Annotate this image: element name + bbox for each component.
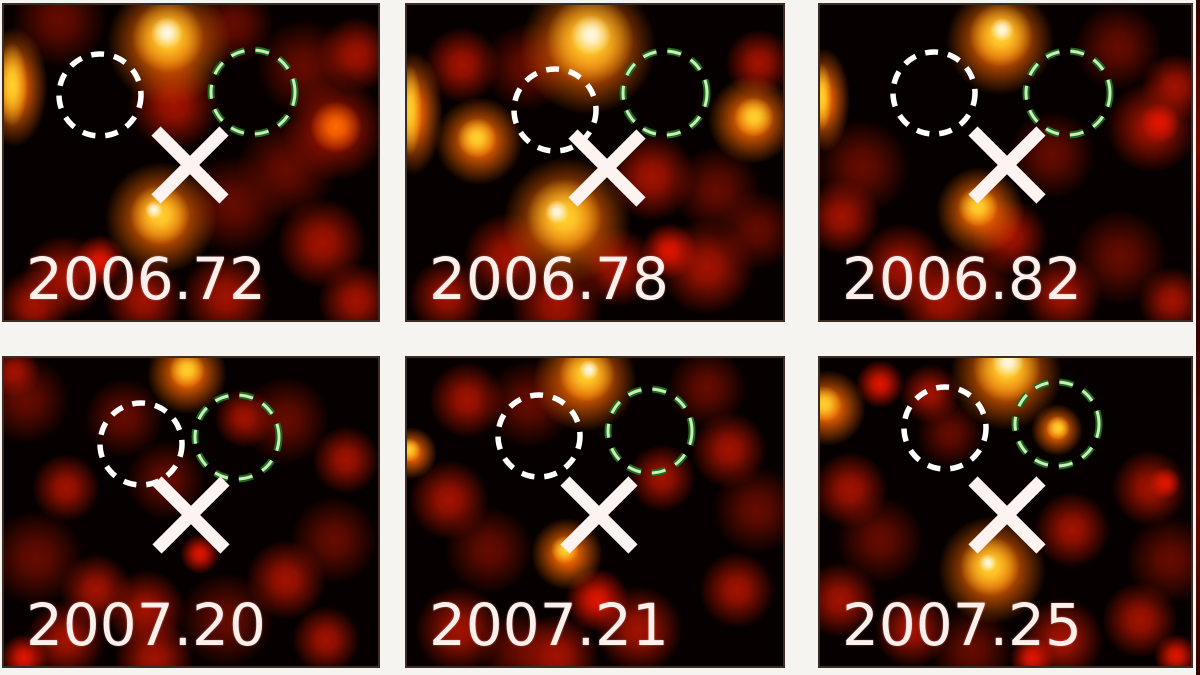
marker-overlay — [511, 47, 711, 207]
epoch-label: 2007.21 — [429, 591, 669, 659]
white-dashed-circle-marker — [56, 51, 144, 139]
observation-panel: 2006.78 — [407, 5, 783, 320]
observation-panel: 2007.21 — [407, 358, 783, 666]
x-cross-marker — [151, 126, 229, 204]
white-dashed-circle-marker — [511, 66, 599, 154]
x-cross-marker — [152, 476, 230, 554]
observation-panel: 2006.72 — [4, 5, 378, 320]
x-cross-marker — [568, 129, 646, 207]
white-dashed-circle-marker — [890, 49, 978, 137]
epoch-label: 2006.82 — [842, 245, 1082, 313]
marker-overlay — [97, 391, 283, 554]
marker-overlay — [901, 378, 1103, 554]
white-dashed-circle-marker — [495, 392, 583, 480]
green-dashed-circle-highlight — [1013, 380, 1101, 468]
white-dashed-circle-marker — [97, 400, 185, 488]
x-cross-marker — [968, 476, 1046, 554]
cropped-right-edge — [1196, 0, 1200, 675]
green-dashed-circle-highlight — [1024, 49, 1112, 137]
marker-overlay — [495, 385, 696, 554]
green-dashed-circle-highlight — [621, 49, 709, 137]
observation-panel: 2007.20 — [4, 358, 378, 666]
epoch-label: 2006.78 — [429, 245, 669, 313]
x-cross-marker — [560, 476, 638, 554]
green-dashed-circle-highlight — [209, 48, 297, 136]
observation-panel: 2006.82 — [820, 5, 1191, 320]
green-dashed-circle-highlight — [193, 393, 281, 481]
x-cross-marker — [968, 126, 1046, 204]
white-dashed-circle-marker — [901, 384, 989, 472]
marker-overlay — [56, 46, 299, 204]
marker-overlay — [890, 47, 1114, 204]
epoch-label: 2007.25 — [842, 591, 1082, 659]
green-dashed-circle-highlight — [606, 387, 694, 475]
epoch-label: 2007.20 — [26, 591, 266, 659]
epoch-label: 2006.72 — [26, 245, 266, 313]
observation-panel: 2007.25 — [820, 358, 1191, 666]
